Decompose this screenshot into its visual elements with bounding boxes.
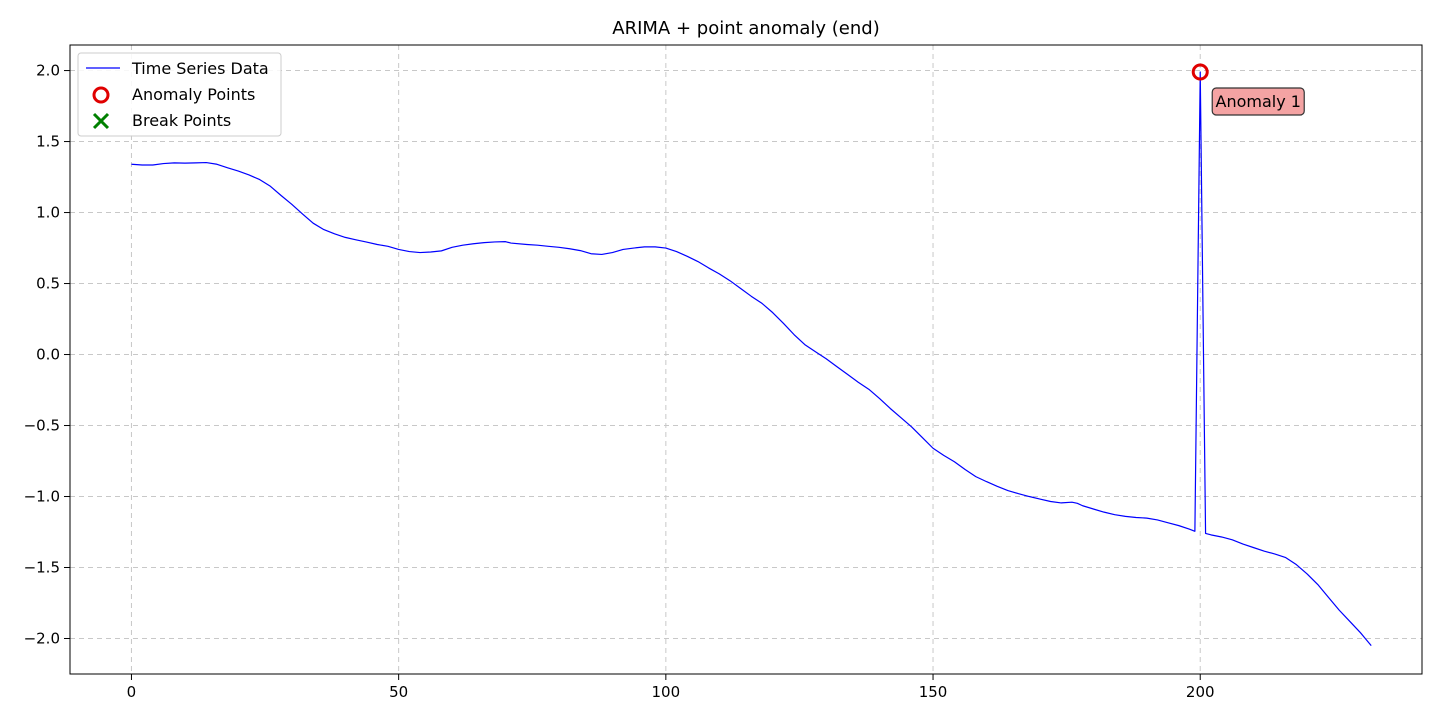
plot-frame <box>69 44 1423 675</box>
legend-label: Anomaly Points <box>132 85 255 104</box>
x-tick-label: 150 <box>919 683 948 701</box>
y-tick-label: 2.0 <box>36 62 60 80</box>
chart-title: ARIMA + point anomaly (end) <box>612 18 879 39</box>
x-tick-label: 200 <box>1186 683 1215 701</box>
legend-label: Break Points <box>132 111 231 130</box>
y-tick-label: −2.0 <box>24 630 60 648</box>
y-tick-label: 1.0 <box>36 204 60 222</box>
legend: Time Series Data Anomaly Points Break Poin… <box>77 52 282 137</box>
legend-label: Time Series Data <box>131 59 269 78</box>
anomaly-point-0 <box>1191 63 1209 81</box>
y-tick-label: 0.5 <box>36 275 60 293</box>
axis-ticks: 0 50 100 150 200 2.0 1.5 1.0 0.5 0.0 −0.5 −1.0 −1.5 −… <box>24 62 1215 701</box>
y-tick-label: 1.5 <box>36 133 60 151</box>
anomaly-label-0: Anomaly 1 <box>1216 92 1301 111</box>
y-tick-label: 0.0 <box>36 346 60 364</box>
series-line-0 <box>131 71 1372 646</box>
anomaly-layer: Anomaly 1 <box>1191 63 1305 116</box>
y-tick-label: −1.0 <box>24 488 60 506</box>
x-tick-label: 50 <box>389 683 408 701</box>
legend-circle-icon <box>92 86 110 104</box>
series-layer <box>131 71 1372 646</box>
anomaly-label-box-0 <box>1211 87 1305 116</box>
y-tick-label: −1.5 <box>24 559 60 577</box>
y-tick-label: −0.5 <box>24 417 60 435</box>
x-tick-label: 0 <box>127 683 137 701</box>
x-tick-label: 100 <box>652 683 681 701</box>
axes-frame <box>69 44 1423 675</box>
legend-box <box>77 52 282 137</box>
grid-lines <box>70 45 1422 674</box>
legend-x-icon <box>92 112 110 130</box>
